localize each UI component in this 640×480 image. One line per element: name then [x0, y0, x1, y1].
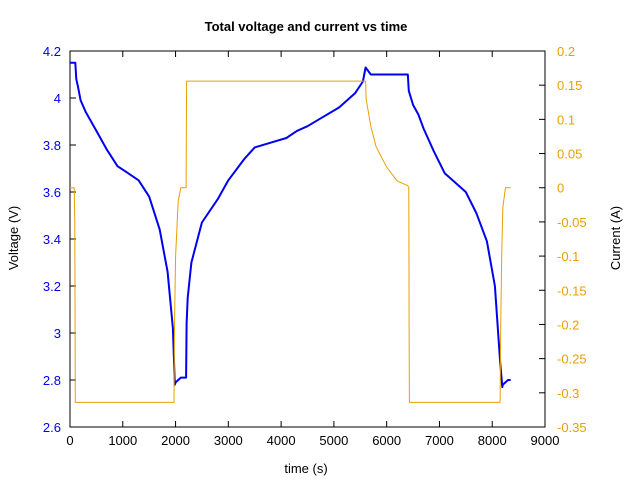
x-tick-label: 6000	[372, 433, 401, 448]
right-y-tick-label: -0.25	[557, 352, 587, 367]
right-y-tick-label: 0.05	[557, 147, 582, 162]
right-y-tick-label: -0.3	[557, 386, 579, 401]
x-tick-label: 9000	[531, 433, 560, 448]
left-y-tick-label: 4.2	[43, 44, 61, 59]
x-tick-label: 2000	[161, 433, 190, 448]
right-y-tick-label: -0.05	[557, 215, 587, 230]
chart-title: Total voltage and current vs time	[205, 19, 408, 34]
right-y-tick-label: -0.1	[557, 249, 579, 264]
right-y-tick-label: 0	[557, 181, 564, 196]
right-y-tick-label: -0.35	[557, 420, 587, 435]
right-y-tick-label: 0.1	[557, 112, 575, 127]
x-tick-label: 0	[66, 433, 73, 448]
right-y-axis-label: Current (A)	[608, 206, 623, 270]
left-y-tick-label: 3.2	[43, 279, 61, 294]
x-axis: 0 1000 2000 3000 4000 5000 6000 7000 8000 9000	[66, 51, 559, 448]
right-y-tick-label: 0.15	[557, 78, 582, 93]
left-y-tick-label: 3.6	[43, 185, 61, 200]
left-y-tick-label: 3.8	[43, 138, 61, 153]
x-tick-label: 8000	[478, 433, 507, 448]
left-y-tick-label: 4	[54, 91, 61, 106]
plot-series	[70, 61, 511, 403]
right-y-tick-label: 0.2	[557, 44, 575, 59]
x-tick-label: 3000	[214, 433, 243, 448]
left-y-tick-label: 2.6	[43, 420, 61, 435]
current-series-line	[70, 80, 511, 403]
x-tick-label: 7000	[425, 433, 454, 448]
x-axis-label: time (s)	[284, 461, 327, 476]
left-y-tick-label: 2.8	[43, 373, 61, 388]
left-y-axis-label: Voltage (V)	[6, 206, 21, 270]
right-y-tick-label: -0.15	[557, 283, 587, 298]
right-y-tick-label: -0.2	[557, 317, 579, 332]
left-y-tick-label: 3	[54, 326, 61, 341]
left-y-tick-label: 3.4	[43, 232, 61, 247]
right-y-axis: -0.35 -0.3 -0.25 -0.2 -0.15 -0.1 -0.05 0 0.05 0.1…	[539, 44, 587, 435]
x-tick-label: 5000	[319, 433, 348, 448]
x-tick-label: 1000	[108, 433, 137, 448]
x-tick-label: 4000	[267, 433, 296, 448]
plot-frame	[69, 50, 546, 428]
left-y-axis: 2.6 2.8 3 3.2 3.4 3.6 3.8 4 4.2	[43, 44, 76, 435]
voltage-series-line	[70, 61, 511, 389]
